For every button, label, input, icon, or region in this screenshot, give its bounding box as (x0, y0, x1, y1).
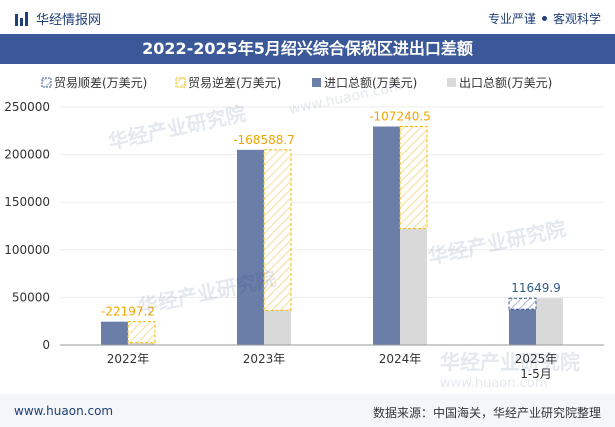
x-tick-label: 2022年 (107, 352, 150, 366)
chart-title: 2022-2025年5月绍兴综合保税区进出口差额 (0, 34, 615, 64)
brand-logo-icon (14, 11, 30, 27)
footer-website-link[interactable]: www.huaon.com (14, 404, 114, 418)
legend-item-surplus[interactable]: 贸易顺差(万美元) (41, 76, 147, 90)
legend-item-deficit[interactable]: 贸易逆差(万美元) (175, 75, 281, 90)
slogan-right: 客观科学 (552, 12, 601, 26)
watermark-url-2: www.huaon.com (440, 376, 547, 391)
watermark: 华经产业研究院 www.huaon.com 华经产业研究院 华经产业研究院 华经… (106, 78, 580, 391)
balance-data-label: -22197.2 (101, 305, 155, 319)
legend-label-import: 进口总额(万美元) (324, 76, 417, 90)
x-tick-label: 2024年 (379, 352, 422, 366)
deficit-bar[interactable] (399, 126, 428, 230)
slogan: 专业严谨 客观科学 (488, 10, 601, 27)
export-bar[interactable] (264, 310, 291, 345)
chart-svg: 贸易顺差(万美元) 贸易逆差(万美元) 进口总额(万美元) 出口总额(万美元) … (4, 75, 604, 391)
brand[interactable]: 华经情报网 (14, 9, 101, 28)
legend-item-export[interactable]: 出口总额(万美元) (447, 76, 552, 90)
y-tick-label: 150000 (4, 195, 50, 209)
chart-container: 贸易顺差(万美元) 贸易逆差(万美元) 进口总额(万美元) 出口总额(万美元) … (0, 64, 615, 394)
legend-item-import[interactable]: 进口总额(万美元) (312, 76, 417, 90)
brand-name: 华经情报网 (36, 13, 102, 28)
deficit-bar[interactable] (127, 321, 156, 344)
slogan-left: 专业严谨 (487, 12, 536, 26)
export-bar[interactable] (536, 298, 563, 345)
balance-data-label: -107240.5 (369, 110, 431, 124)
watermark-text-4: 华经产业研究院 (440, 350, 580, 374)
legend-label-deficit: 贸易逆差(万美元) (188, 75, 281, 90)
legend-swatch-export (447, 78, 456, 87)
top-bar: 华经情报网 专业严谨 客观科学 (0, 0, 615, 34)
separator-dot-icon (541, 16, 547, 21)
y-tick-label: 0 (42, 338, 50, 352)
surplus-bar[interactable] (508, 297, 537, 310)
legend-swatch-deficit (175, 77, 186, 88)
legend: 贸易顺差(万美元) 贸易逆差(万美元) 进口总额(万美元) 出口总额(万美元) (41, 75, 552, 90)
deficit-bar[interactable] (263, 149, 292, 311)
watermark-text-1: 华经产业研究院 (106, 101, 248, 154)
footer-source: 数据来源：中国海关，华经产业研究院整理 (372, 406, 601, 420)
legend-label-surplus: 贸易顺差(万美元) (54, 76, 147, 90)
y-tick-label: 250000 (4, 100, 50, 114)
legend-swatch-surplus (41, 77, 52, 88)
y-tick-label: 50000 (12, 290, 50, 304)
balance-data-label: -168588.7 (233, 133, 295, 147)
balance-data-label: 11649.9 (511, 281, 561, 295)
x-tick-label: 2025年 (515, 352, 558, 366)
y-axis: 0 50000 100000 150000 200000 250000 (4, 100, 604, 352)
import-bar[interactable] (237, 149, 264, 345)
y-tick-label: 200000 (4, 148, 50, 162)
y-tick-label: 100000 (4, 243, 50, 257)
export-bar[interactable] (128, 342, 155, 345)
import-bar[interactable] (373, 126, 400, 346)
legend-label-export: 出口总额(万美元) (459, 76, 552, 90)
export-bar[interactable] (400, 228, 427, 345)
legend-swatch-import (312, 78, 321, 87)
watermark-text-2: 华经产业研究院 (426, 216, 568, 269)
x-tick-label: 2023年 (243, 352, 286, 366)
footer: www.huaon.com 数据来源：中国海关，华经产业研究院整理 (0, 394, 615, 427)
import-bar[interactable] (509, 309, 536, 345)
import-bar[interactable] (101, 321, 128, 345)
bars: -22197.2 -168588.7 -107240.5 11649.9 (101, 110, 563, 346)
x-tick-label: 1-5月 (520, 367, 552, 381)
